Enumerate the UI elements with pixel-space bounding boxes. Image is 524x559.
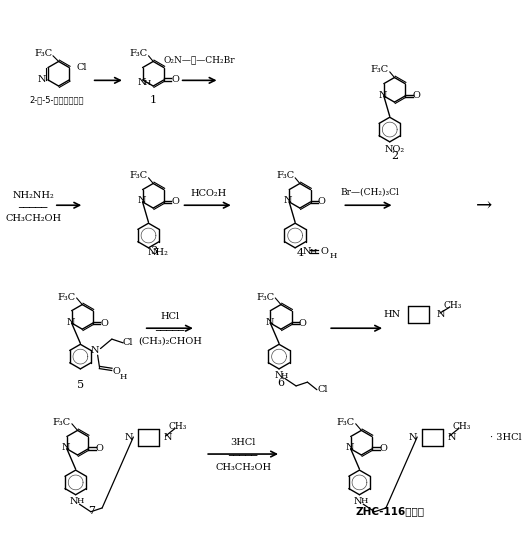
Text: →: → (476, 196, 493, 214)
Text: · 3HCl: · 3HCl (490, 433, 521, 443)
Text: CH₃CH₂OH: CH₃CH₂OH (5, 214, 61, 223)
Text: N: N (379, 91, 387, 100)
Text: HCl: HCl (161, 312, 180, 321)
Text: F₃C: F₃C (58, 292, 75, 301)
Text: CH₃: CH₃ (169, 422, 187, 431)
Text: N: N (67, 318, 75, 326)
Text: O: O (171, 197, 179, 206)
Text: F₃C: F₃C (129, 172, 148, 181)
Text: 6: 6 (277, 378, 285, 388)
Text: Cl: Cl (77, 63, 88, 72)
Text: (CH₃)₂CHOH: (CH₃)₂CHOH (138, 337, 202, 346)
Text: F₃C: F₃C (276, 172, 294, 181)
Text: F₃C: F₃C (336, 418, 355, 427)
Text: F₃C: F₃C (53, 418, 71, 427)
Text: H: H (361, 498, 368, 505)
Text: F₃C: F₃C (256, 292, 274, 301)
Text: F₃C: F₃C (129, 49, 148, 58)
Text: NO₂: NO₂ (385, 145, 405, 154)
Text: F₃C: F₃C (35, 49, 53, 58)
Text: H: H (309, 248, 317, 255)
Text: 3: 3 (150, 245, 157, 255)
Text: HN: HN (383, 310, 400, 320)
Text: N: N (353, 497, 362, 506)
Text: O: O (318, 197, 326, 206)
Text: N: N (265, 318, 274, 326)
Text: Cl: Cl (123, 338, 133, 347)
Text: NH₂NH₂: NH₂NH₂ (12, 191, 54, 200)
Text: N: N (163, 433, 172, 443)
Text: O: O (95, 444, 103, 453)
Text: N: N (409, 433, 417, 443)
Text: N: N (302, 247, 311, 256)
Text: N: N (91, 346, 99, 355)
Text: 2: 2 (391, 151, 398, 161)
Text: N: N (70, 497, 78, 506)
Text: N: N (125, 433, 133, 443)
Text: H: H (329, 252, 336, 260)
Text: CH₃: CH₃ (444, 301, 462, 310)
Text: O: O (412, 92, 420, 101)
Text: N: N (38, 75, 46, 84)
Text: N: N (436, 310, 444, 320)
Text: H: H (77, 498, 84, 505)
Text: 4: 4 (296, 248, 303, 258)
Text: Br—(CH₂)₃Cl: Br—(CH₂)₃Cl (341, 187, 399, 197)
Text: HCO₂H: HCO₂H (190, 190, 226, 198)
Text: N: N (62, 443, 70, 452)
Text: CH₃: CH₃ (452, 422, 471, 431)
Text: N: N (137, 78, 146, 87)
Text: N: N (345, 443, 354, 452)
Text: H: H (281, 372, 288, 380)
Text: ─────: ───── (156, 326, 185, 335)
Text: 1: 1 (150, 95, 157, 105)
Text: O: O (321, 247, 329, 256)
Text: O: O (299, 319, 307, 328)
Text: O: O (100, 319, 108, 328)
Text: CH₃CH₂OH: CH₃CH₂OH (215, 463, 271, 472)
Text: N: N (284, 196, 292, 206)
Text: 5: 5 (77, 380, 84, 390)
Text: O: O (171, 75, 179, 84)
Text: N: N (447, 433, 456, 443)
Text: 3HCl: 3HCl (231, 438, 256, 447)
Text: 2-氯-5-三氟甲基吡啶: 2-氯-5-三氟甲基吡啶 (29, 96, 84, 105)
Text: ─────: ───── (228, 452, 258, 461)
Text: F₃C: F₃C (370, 65, 389, 74)
Text: H: H (144, 79, 151, 87)
Text: Cl: Cl (318, 385, 328, 394)
Text: N: N (275, 371, 283, 380)
Text: O₂N—⬡—CH₂Br: O₂N—⬡—CH₂Br (164, 55, 235, 64)
Text: O: O (113, 367, 121, 376)
Text: H: H (119, 373, 127, 381)
Text: 7: 7 (88, 506, 95, 516)
Text: ─────: ───── (18, 203, 48, 212)
Text: N: N (137, 196, 146, 206)
Text: NH₂: NH₂ (148, 248, 168, 257)
Text: O: O (379, 444, 387, 453)
Text: ZHC-116盐酸盐: ZHC-116盐酸盐 (355, 506, 424, 516)
